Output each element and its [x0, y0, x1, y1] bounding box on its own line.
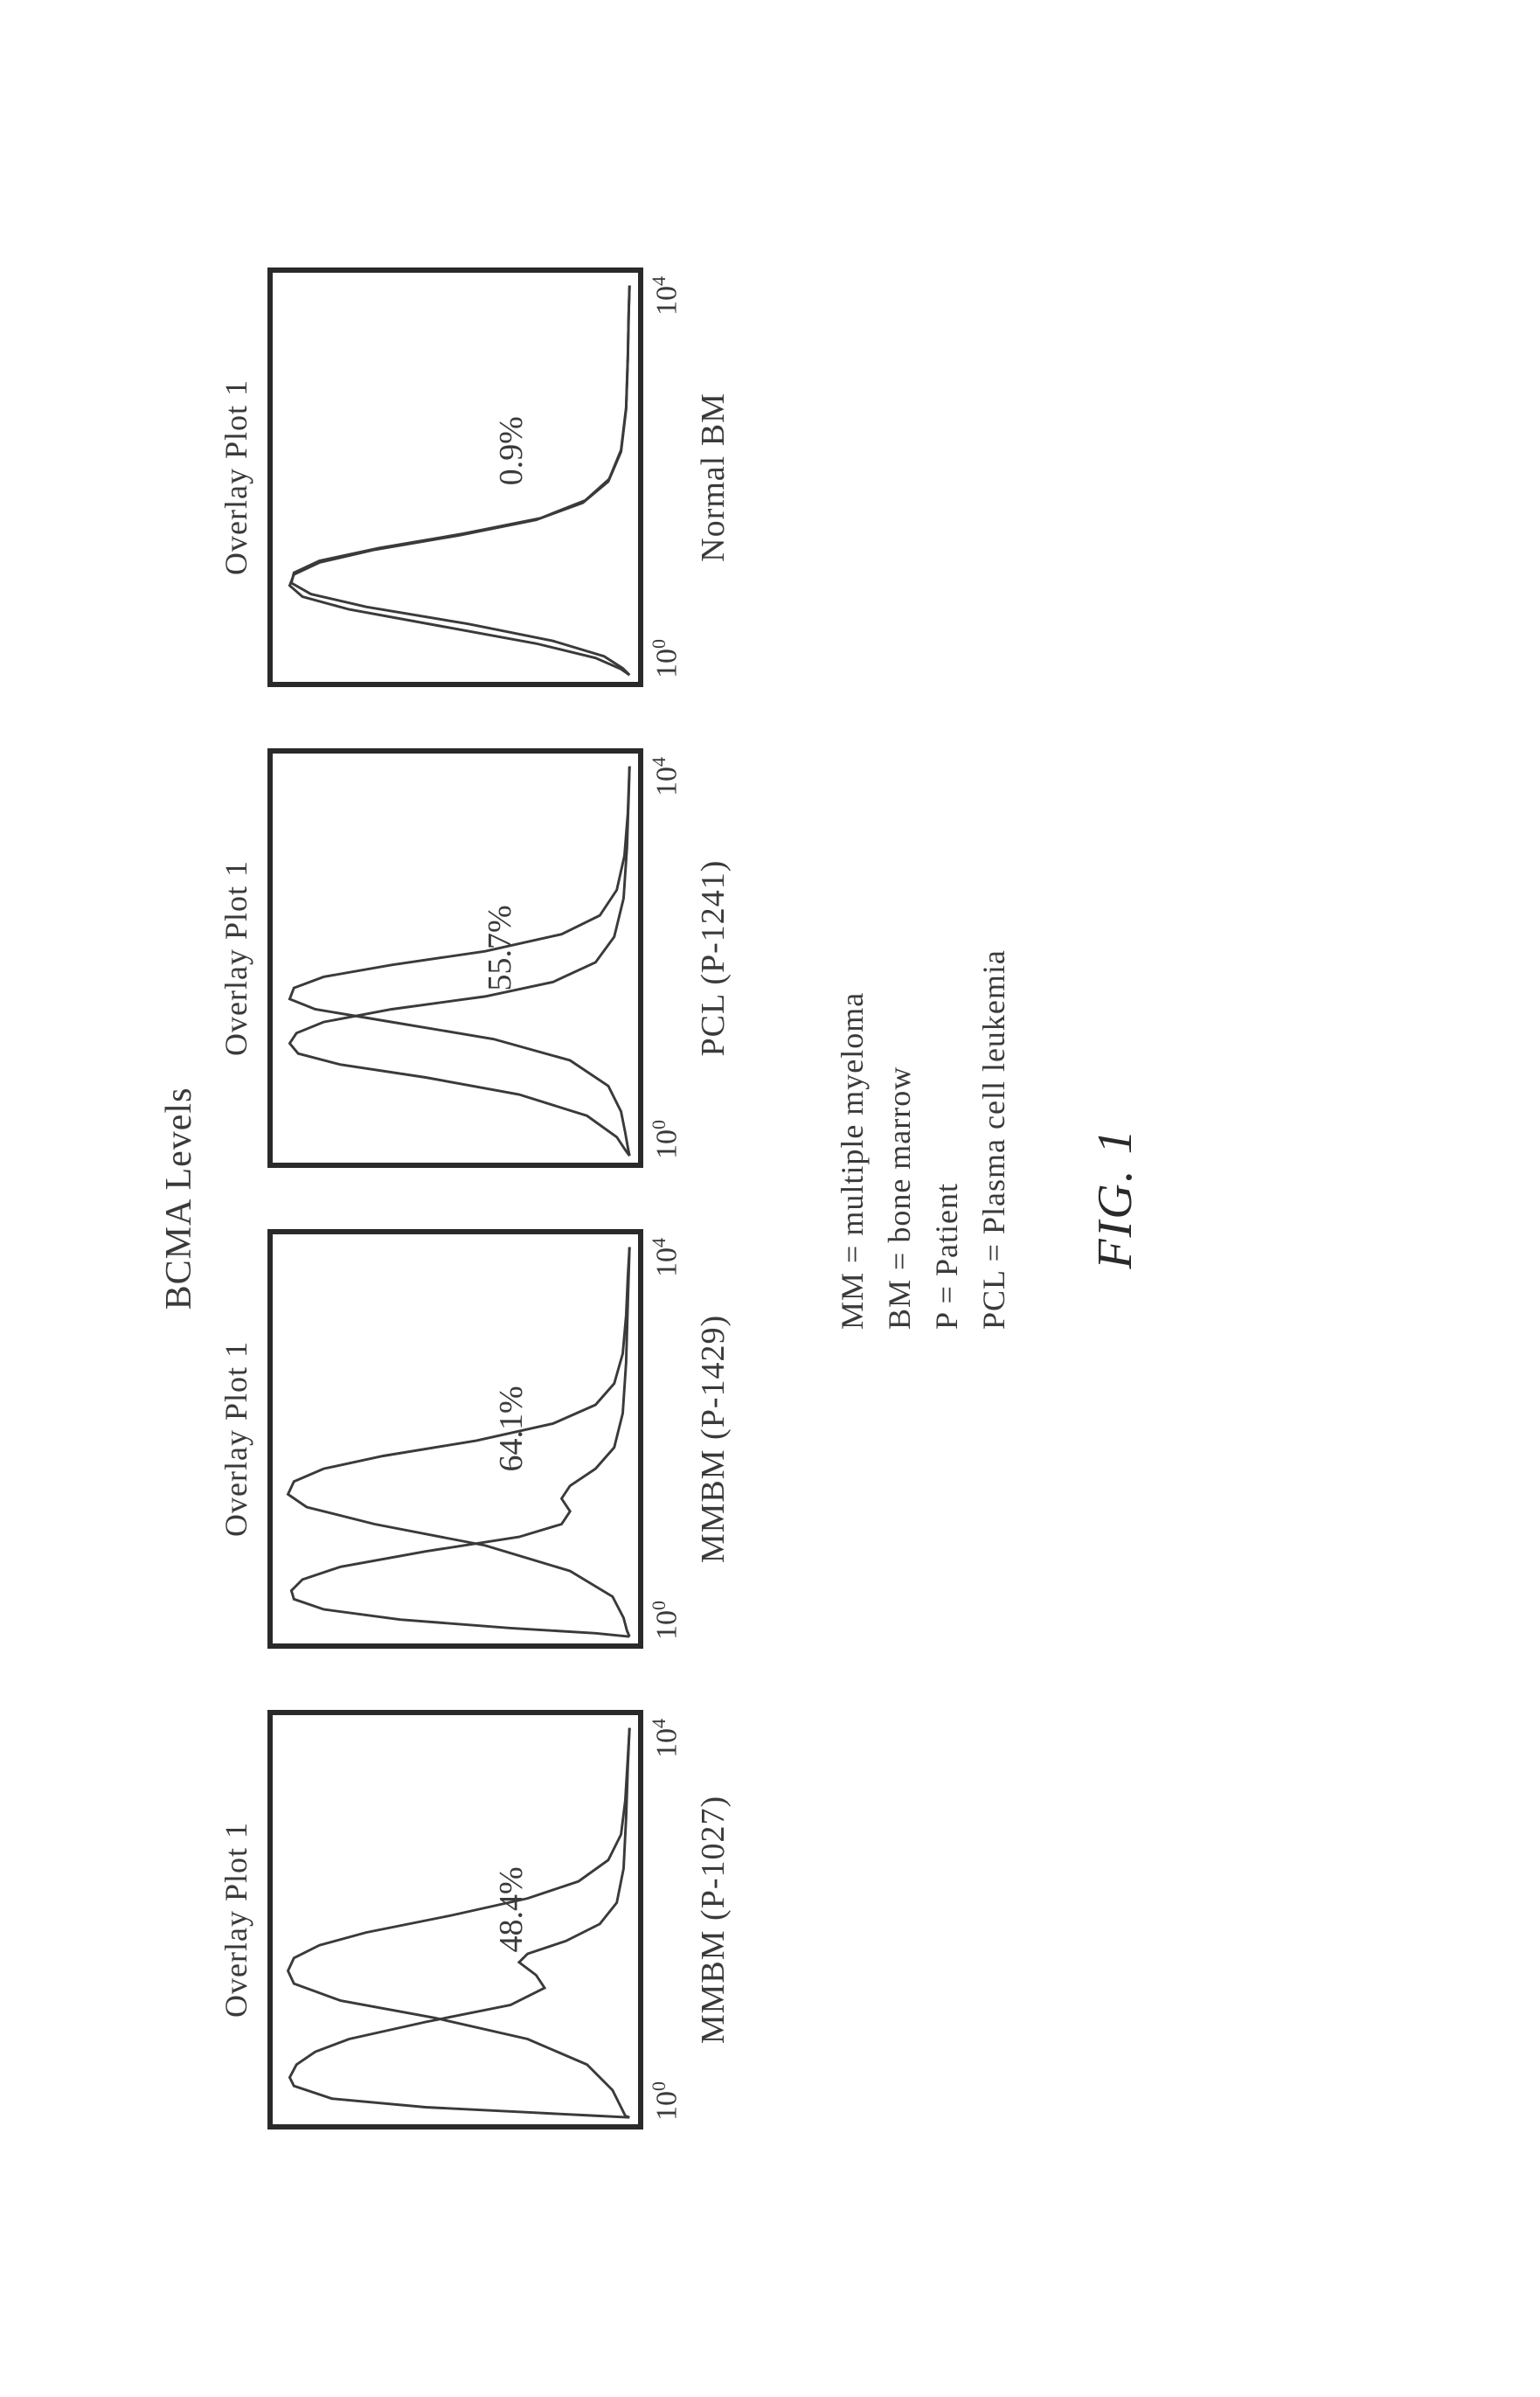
- plot-box-3: 55.7%: [267, 748, 643, 1168]
- axis-labels-3: 100 104: [643, 748, 683, 1168]
- plot-wrapper-1: Overlay Plot 1 48.4% 100 104 MMBM (P-102…: [218, 1710, 732, 2130]
- curve2-1: [288, 1728, 629, 2118]
- pct-label-2: 64.1%: [492, 1386, 531, 1471]
- main-title: BCMA Levels: [158, 149, 200, 2248]
- legend-line-1: MM = multiple myeloma: [829, 149, 876, 1330]
- tick-high-1: 104: [648, 1719, 683, 1758]
- plots-row: Overlay Plot 1 48.4% 100 104 MMBM (P-102…: [218, 149, 732, 2248]
- legend-line-3: P = Patient: [923, 149, 970, 1330]
- figure-container: BCMA Levels Overlay Plot 1 48.4% 100 104…: [158, 149, 1382, 2248]
- curve2-2: [288, 1247, 629, 1637]
- curve1-3: [289, 767, 629, 1157]
- curve2-3: [289, 767, 629, 1157]
- plot-svg-1: [273, 1715, 638, 2124]
- axis-labels-2: 100 104: [643, 1229, 683, 1649]
- plot-wrapper-3: Overlay Plot 1 55.7% 100 104 PCL (P-1241…: [218, 748, 732, 1168]
- plot-box-1: 48.4%: [267, 1710, 643, 2130]
- tick-low-3: 100: [648, 1120, 683, 1159]
- axis-labels-4: 100 104: [643, 267, 683, 687]
- tick-high-3: 104: [648, 757, 683, 796]
- sample-label-2: MMBM (P-1429): [694, 1315, 732, 1563]
- plot-box-4: 0.9%: [267, 267, 643, 687]
- sample-label-4: Normal BM: [694, 393, 732, 562]
- plot-box-2: 64.1%: [267, 1229, 643, 1649]
- axis-labels-1: 100 104: [643, 1710, 683, 2130]
- tick-high-4: 104: [648, 276, 683, 316]
- curve1-1: [289, 1728, 629, 2118]
- sample-label-3: PCL (P-1241): [694, 860, 732, 1057]
- legend-block: MM = multiple myeloma BM = bone marrow P…: [829, 149, 1017, 1330]
- sample-label-1: MMBM (P-1027): [694, 1796, 732, 2044]
- plot-svg-3: [273, 754, 638, 1163]
- curve2-4: [291, 286, 629, 676]
- tick-low-1: 100: [648, 2081, 683, 2121]
- curve1-2: [291, 1247, 629, 1637]
- plot-svg-2: [273, 1234, 638, 1643]
- figure-label: FIG. 1: [1087, 149, 1143, 2248]
- plot-title-2: Overlay Plot 1: [218, 1341, 254, 1537]
- plot-wrapper-2: Overlay Plot 1 64.1% 100 104 MMBM (P-142…: [218, 1229, 732, 1649]
- tick-low-4: 100: [648, 639, 683, 678]
- plot-title-3: Overlay Plot 1: [218, 860, 254, 1056]
- pct-label-1: 48.4%: [492, 1866, 531, 1952]
- curve1-4: [289, 286, 629, 676]
- tick-low-2: 100: [648, 1601, 683, 1640]
- plot-title-4: Overlay Plot 1: [218, 379, 254, 575]
- legend-line-2: BM = bone marrow: [876, 149, 923, 1330]
- plot-title-1: Overlay Plot 1: [218, 1822, 254, 2018]
- pct-label-3: 55.7%: [481, 905, 519, 990]
- legend-line-4: PCL = Plasma cell leukemia: [970, 149, 1017, 1330]
- tick-high-2: 104: [648, 1238, 683, 1277]
- plot-wrapper-4: Overlay Plot 1 0.9% 100 104 Normal BM: [218, 267, 732, 687]
- pct-label-4: 0.9%: [492, 416, 531, 485]
- plot-svg-4: [273, 273, 638, 682]
